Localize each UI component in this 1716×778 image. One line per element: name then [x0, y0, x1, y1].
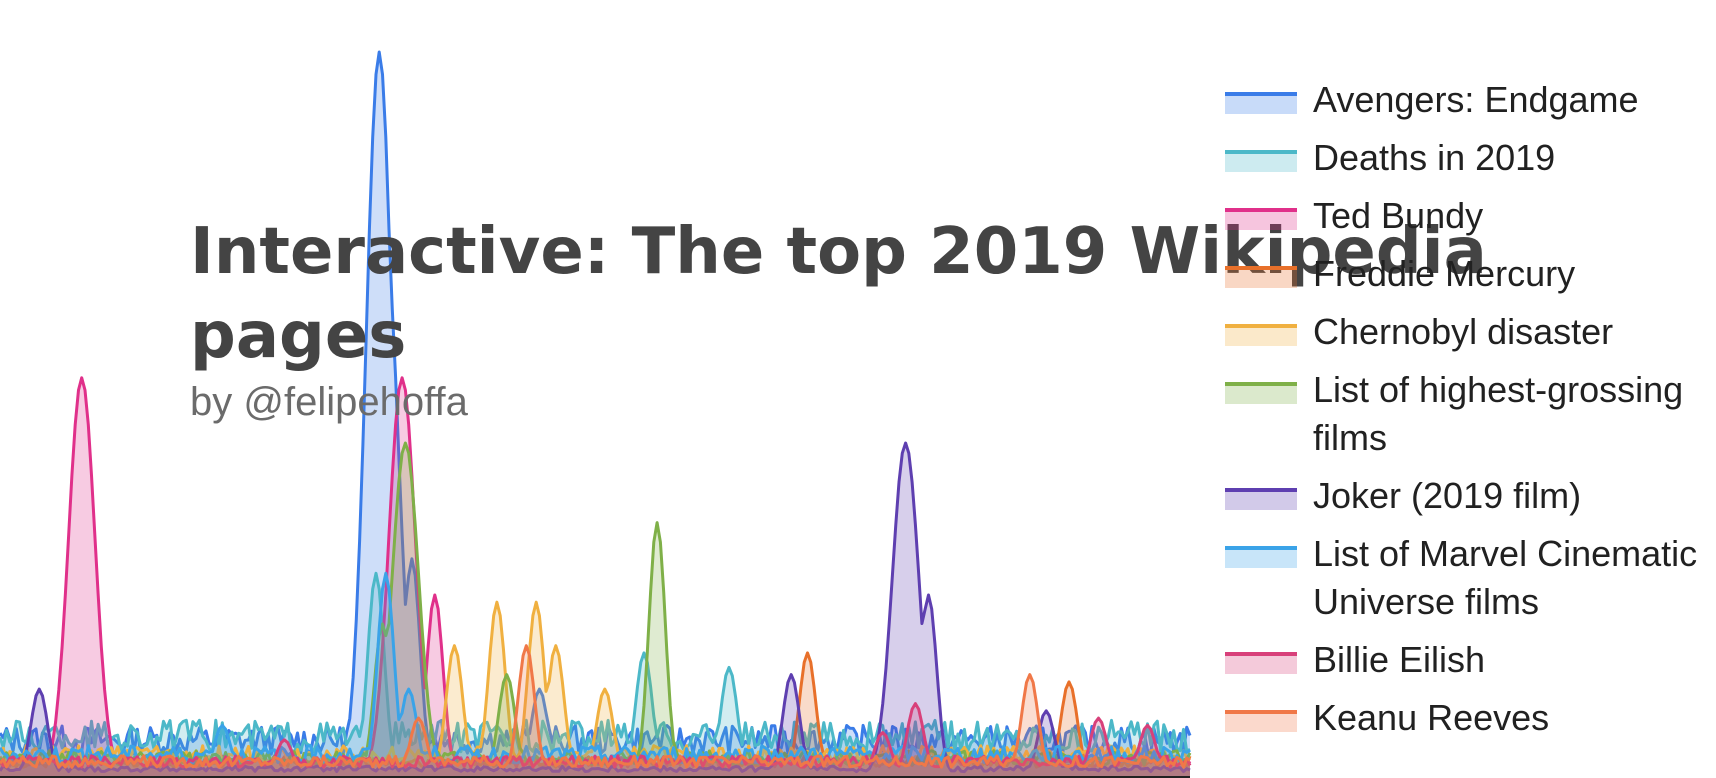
- legend-label: Joker (2019 film): [1313, 475, 1582, 516]
- legend-swatch-line: [1225, 150, 1297, 154]
- legend-swatch-line: [1225, 488, 1297, 492]
- legend-swatch-line: [1225, 208, 1297, 212]
- legend-swatch-line: [1225, 546, 1297, 550]
- legend-label: Keanu Reeves: [1313, 697, 1550, 738]
- legend-swatch-line: [1225, 324, 1297, 328]
- series-area-0: [0, 52, 1190, 776]
- legend-swatch: [1225, 92, 1297, 114]
- legend-label: Ted Bundy: [1313, 195, 1484, 236]
- legend-swatch-fill: [1225, 212, 1297, 230]
- legend-item[interactable]: List of Marvel Cinematic Universe films: [1225, 530, 1715, 626]
- legend-item[interactable]: Billie Eilish: [1225, 636, 1715, 684]
- series-area-2: [0, 377, 1190, 776]
- legend-label: List of Marvel Cinematic Universe films: [1313, 533, 1698, 622]
- legend-swatch: [1225, 382, 1297, 404]
- legend-swatch-line: [1225, 382, 1297, 386]
- legend-swatch: [1225, 266, 1297, 288]
- legend-label: Avengers: Endgame: [1313, 79, 1639, 120]
- legend-swatch-line: [1225, 92, 1297, 96]
- series-line-0: [0, 50, 1192, 756]
- series-line-9: [0, 644, 1191, 769]
- series-line-6: [0, 441, 1191, 774]
- legend-label: Deaths in 2019: [1313, 137, 1556, 178]
- legend-swatch: [1225, 652, 1297, 674]
- legend-item[interactable]: Freddie Mercury: [1225, 250, 1715, 298]
- legend-swatch: [1225, 488, 1297, 510]
- legend-item[interactable]: List of highest-grossing films: [1225, 366, 1715, 462]
- chart-subtitle: by @felipehoffa: [190, 380, 468, 424]
- legend-swatch-line: [1225, 266, 1297, 270]
- legend-label: Freddie Mercury: [1313, 253, 1576, 294]
- legend-swatch: [1225, 324, 1297, 346]
- series-line-5: [0, 441, 1192, 767]
- legend-swatch: [1225, 710, 1297, 732]
- legend-swatch-fill: [1225, 656, 1297, 674]
- legend-swatch: [1225, 150, 1297, 172]
- legend-label: Billie Eilish: [1313, 639, 1486, 680]
- legend-item[interactable]: Deaths in 2019: [1225, 134, 1715, 182]
- legend-swatch-fill: [1225, 96, 1297, 114]
- series-line-7: [0, 571, 1191, 765]
- legend-label: Chernobyl disaster: [1313, 311, 1614, 352]
- series-layer: [0, 50, 1192, 776]
- legend-swatch-fill: [1225, 550, 1297, 568]
- legend-item[interactable]: Chernobyl disaster: [1225, 308, 1715, 356]
- legend-swatch-fill: [1225, 492, 1297, 510]
- legend-swatch-line: [1225, 652, 1297, 656]
- legend: Avengers: Endgame Deaths in 2019 Ted Bundy…: [1225, 76, 1715, 752]
- legend-label: List of highest-grossing films: [1313, 369, 1684, 458]
- chart-title-text: Interactive: The top 2019 Wikipedia page…: [190, 215, 1487, 373]
- legend-swatch: [1225, 546, 1297, 568]
- legend-item[interactable]: Joker (2019 film): [1225, 472, 1715, 520]
- legend-swatch-fill: [1225, 270, 1297, 288]
- legend-swatch: [1225, 208, 1297, 230]
- chart-title: Interactive: The top 2019 Wikipedia page…: [190, 210, 1716, 378]
- legend-swatch-fill: [1225, 154, 1297, 172]
- series-area-6: [0, 443, 1190, 776]
- series-line-2: [0, 376, 1192, 769]
- legend-swatch-fill: [1225, 386, 1297, 404]
- series-area-9: [0, 645, 1190, 776]
- legend-swatch-line: [1225, 710, 1297, 714]
- legend-item[interactable]: Keanu Reeves: [1225, 694, 1715, 742]
- legend-item[interactable]: Avengers: Endgame: [1225, 76, 1715, 124]
- legend-item[interactable]: Ted Bundy: [1225, 192, 1715, 240]
- legend-swatch-fill: [1225, 328, 1297, 346]
- legend-swatch-fill: [1225, 714, 1297, 732]
